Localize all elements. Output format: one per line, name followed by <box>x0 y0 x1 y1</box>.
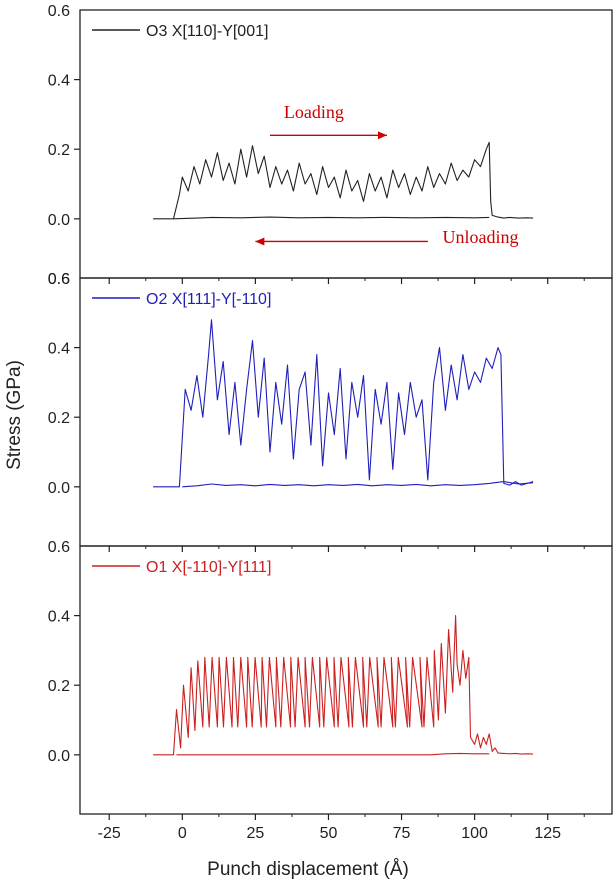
o1-unloading-line <box>176 752 490 756</box>
o3-bottom-label: 0.6 <box>48 271 70 288</box>
x-tick-label-5: 100 <box>461 825 488 842</box>
o1-ytick-label-1: 0.2 <box>48 678 70 695</box>
o3-legend-label: O3 X[110]-Y[001] <box>146 23 268 40</box>
o1-legend-label: O1 X[-110]-Y[111] <box>146 559 271 576</box>
o1-ytick-label-0: 0.0 <box>48 748 70 765</box>
x-tick-label-6: 125 <box>534 825 561 842</box>
o3-loading-line <box>153 141 534 220</box>
x-tick-label-4: 75 <box>393 825 411 842</box>
o3-ytick-label-0: 0.0 <box>48 212 70 229</box>
o3-annotation-0: Loading <box>284 102 344 122</box>
o3-ytick-label-3: 0.6 <box>48 3 70 20</box>
o2-frame <box>79 277 613 547</box>
y-axis-title: Stress (GPa) <box>4 360 25 470</box>
o3-annotation-1: Unloading <box>442 227 518 247</box>
o2-loading-line <box>153 319 534 488</box>
o3-unloading-line <box>173 216 490 220</box>
o3-frame <box>79 9 613 279</box>
x-axis-title: Punch displacement (Å) <box>207 859 409 880</box>
o2-ytick-label-2: 0.4 <box>48 341 70 358</box>
o3-ytick-label-2: 0.4 <box>48 73 70 90</box>
x-tick-label-2: 25 <box>246 825 264 842</box>
o1-frame <box>79 545 613 815</box>
o2-legend-label: O2 X[111]-Y[-110] <box>146 291 271 308</box>
x-tick-label-0: -25 <box>98 825 121 842</box>
o3-ytick-label-1: 0.2 <box>48 142 70 159</box>
o2-ytick-label-1: 0.2 <box>48 410 70 427</box>
o1-ytick-label-3: 0.6 <box>48 539 70 556</box>
x-tick-label-1: 0 <box>178 825 187 842</box>
o2-ytick-label-3: 0.6 <box>48 271 70 288</box>
x-tick-label-3: 50 <box>320 825 338 842</box>
o1-loading-line <box>153 615 534 756</box>
o1-ytick-label-2: 0.4 <box>48 609 70 626</box>
o2-ytick-label-0: 0.0 <box>48 480 70 497</box>
o2-unloading-line <box>182 481 534 488</box>
